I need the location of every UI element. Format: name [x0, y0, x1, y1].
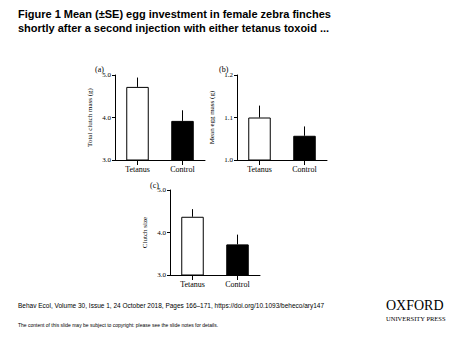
svg-text:4.0: 4.0	[102, 114, 111, 122]
svg-text:The content of this slide may: The content of this slide may be subject…	[18, 322, 218, 328]
svg-text:Tetanus: Tetanus	[180, 280, 205, 289]
svg-text:Clutch size: Clutch size	[141, 217, 149, 248]
svg-text:Figure 1 Mean (±SE) egg invest: Figure 1 Mean (±SE) egg investment in fe…	[18, 8, 331, 20]
svg-text:Control: Control	[292, 165, 317, 174]
svg-text:Tetanus: Tetanus	[125, 165, 150, 174]
svg-text:Behav Ecol, Volume 30, Issue 1: Behav Ecol, Volume 30, Issue 1, 24 Octob…	[18, 302, 324, 310]
svg-text:5.0: 5.0	[102, 71, 111, 79]
svg-text:3.0: 3.0	[102, 156, 111, 164]
svg-text:Control: Control	[170, 165, 195, 174]
svg-text:(b): (b)	[219, 65, 229, 74]
svg-text:4.0: 4.0	[157, 229, 166, 237]
svg-text:1.2: 1.2	[224, 71, 233, 79]
svg-text:Tetanus: Tetanus	[247, 165, 272, 174]
svg-text:Total clutch mass (g): Total clutch mass (g)	[86, 87, 94, 146]
svg-text:(a): (a)	[95, 65, 104, 74]
svg-text:(c): (c)	[150, 181, 159, 190]
svg-text:3.0: 3.0	[157, 271, 166, 279]
svg-text:5.0: 5.0	[157, 186, 166, 194]
svg-text:1.0: 1.0	[224, 156, 233, 164]
svg-text:Control: Control	[225, 280, 250, 289]
svg-text:OXFORD: OXFORD	[386, 298, 444, 313]
svg-text:1.1: 1.1	[224, 114, 233, 122]
svg-text:Mean egg mass (g): Mean egg mass (g)	[208, 90, 216, 144]
svg-text:shortly after a second injecti: shortly after a second injection with ei…	[18, 22, 329, 34]
svg-text:UNIVERSITY PRESS: UNIVERSITY PRESS	[386, 315, 446, 322]
